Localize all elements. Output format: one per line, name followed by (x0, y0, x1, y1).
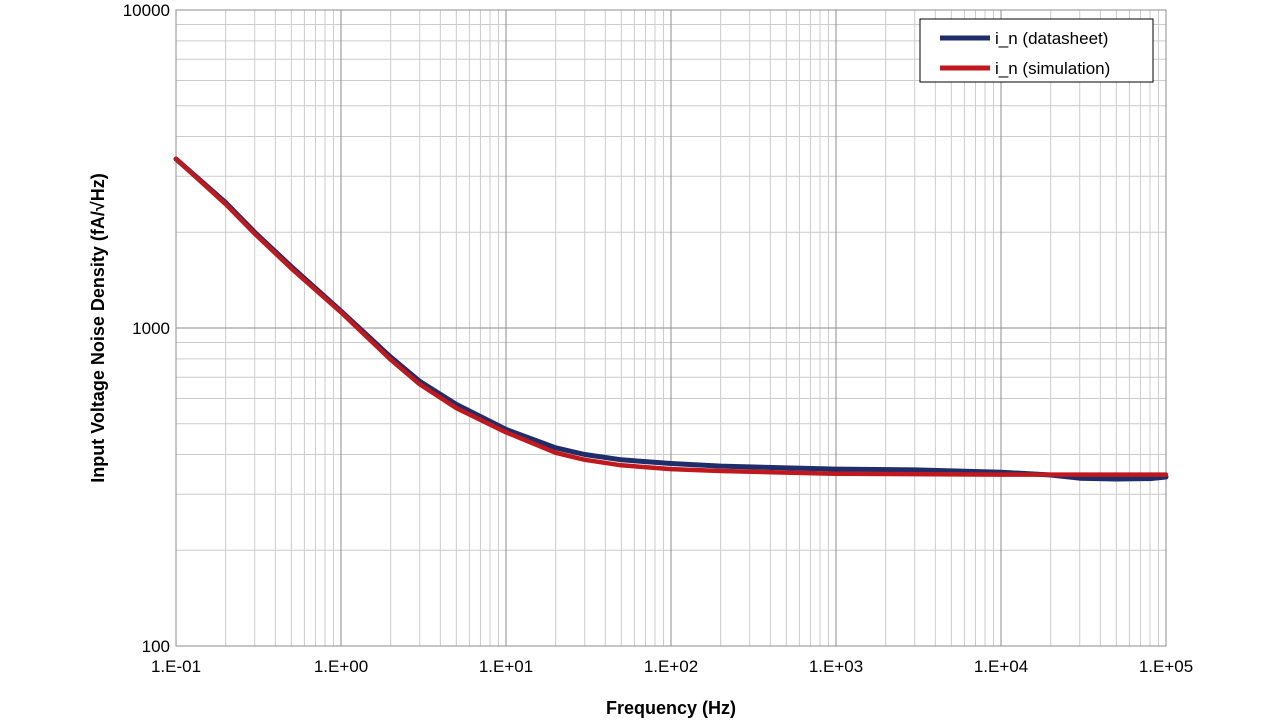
series-line-simulation (173, 156, 1169, 477)
legend-label-simulation: i_n (simulation) (995, 59, 1110, 78)
y-axis-title: Input Voltage Noise Density (fA/√Hz) (88, 173, 108, 483)
x-tick-label: 1.E+03 (809, 657, 863, 676)
x-tick-label: 1.E+05 (1139, 657, 1193, 676)
y-tick-label: 100 (142, 637, 170, 656)
series-lines (173, 156, 1169, 482)
x-tick-label: 1.E+04 (974, 657, 1028, 676)
y-tick-label: 1000 (132, 319, 170, 338)
plot-area-frame (175, 9, 1167, 647)
y-tick-label: 10000 (123, 1, 170, 20)
x-tick-label: 1.E+01 (479, 657, 533, 676)
x-axis-title: Frequency (Hz) (606, 698, 736, 718)
legend-label-datasheet: i_n (datasheet) (995, 29, 1108, 48)
y-axis-tick-labels: 100 1000 10000 (123, 1, 170, 656)
x-tick-label: 1.E+02 (644, 657, 698, 676)
legend-box (919, 18, 1154, 83)
x-tick-label: 1.E-01 (151, 657, 201, 676)
x-axis-tick-labels: 1.E-01 1.E+00 1.E+01 1.E+02 1.E+03 1.E+04 1.E+… (151, 657, 1193, 676)
x-tick-label: 1.E+00 (314, 657, 368, 676)
legend: i_n (datasheet) i_n (simulation) (919, 18, 1154, 83)
